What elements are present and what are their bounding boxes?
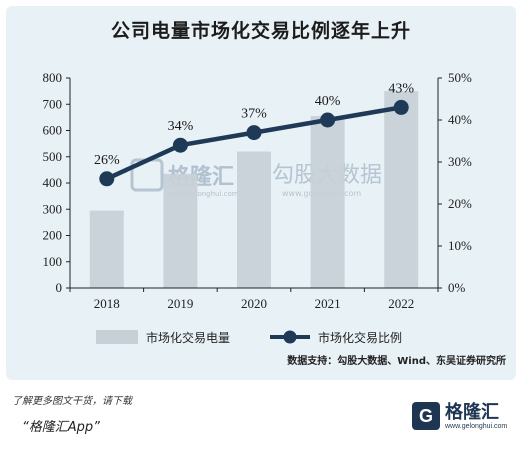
brand-name: 格隆汇 (445, 401, 499, 423)
y-left-tick-label: 500 (43, 149, 63, 164)
ratio-label-2019: 34% (168, 119, 194, 134)
ratio-label-2022: 43% (388, 81, 414, 96)
source-note: 数据支持：勾股大数据、Wind、东吴证券研究所 (287, 356, 506, 367)
y-left-tick-label: 300 (43, 201, 63, 216)
y-right-tick-label: 30% (448, 154, 472, 169)
y-left-tick-label: 800 (43, 70, 63, 85)
y-left-tick-label: 600 (43, 123, 63, 138)
y-left-tick-label: 400 (43, 175, 63, 190)
bars (89, 91, 419, 288)
ratio-label-2021: 40% (315, 94, 341, 109)
x-tick-label: 2018 (94, 296, 120, 311)
brand-url: www.gelonghui.com (445, 422, 508, 430)
y-right-tick-label: 50% (448, 70, 472, 85)
ratio-point-2018 (99, 171, 115, 187)
legend-bar-label: 市场化交易电量 (146, 330, 230, 345)
x-tick-label: 2019 (167, 296, 193, 311)
x-tick-label: 2021 (315, 296, 341, 311)
ratio-point-2020 (246, 125, 262, 141)
bar-2019 (163, 173, 198, 288)
ratio-point-2021 (320, 112, 336, 128)
ratio-label-2018: 26% (94, 153, 120, 168)
y-left-tick-label: 100 (43, 254, 63, 269)
bar-2020 (237, 151, 271, 288)
brand-g-icon: G (412, 402, 440, 430)
y-right-tick-label: 20% (448, 196, 472, 211)
watermark-sub: www.gelonghui.com (168, 190, 239, 198)
y-right-tick-label: 40% (448, 112, 472, 127)
y-left-tick-label: 0 (56, 280, 63, 295)
ratio-point-2019 (172, 137, 188, 153)
footer-app-name: “格隆汇App” (22, 420, 100, 435)
legend-bar-swatch (96, 330, 138, 344)
line-series: 26% 34% 37% 40% 43% (94, 81, 414, 187)
brand-logo: G 格隆汇 www.gelonghui.com (412, 402, 507, 430)
y-left-tick-label: 700 (43, 96, 63, 111)
legend-line-label: 市场化交易比例 (318, 330, 402, 345)
y-right-tick-label: 0% (448, 280, 466, 295)
ratio-point-2022 (393, 99, 409, 115)
y-left-tick-label: 200 (43, 228, 63, 243)
legend-line-marker (283, 330, 297, 344)
x-tick-label: 2022 (388, 296, 414, 311)
axes: 0 100 200 300 400 500 600 700 800 0% 10% 20% 30% 40% 5… (43, 70, 473, 311)
ratio-label-2020: 37% (241, 107, 267, 122)
x-tick-label: 2020 (241, 296, 267, 311)
bar-2021 (310, 116, 345, 288)
bar-2022 (384, 91, 419, 288)
legend: 市场化交易电量 市场化交易比例 (96, 330, 402, 345)
y-right-tick-label: 10% (448, 238, 472, 253)
bar-2018 (89, 210, 124, 288)
footer-note: 了解更多图文干货，请下载 (12, 396, 132, 407)
chart-title: 公司电量市场化交易比例逐年上升 (110, 20, 411, 42)
